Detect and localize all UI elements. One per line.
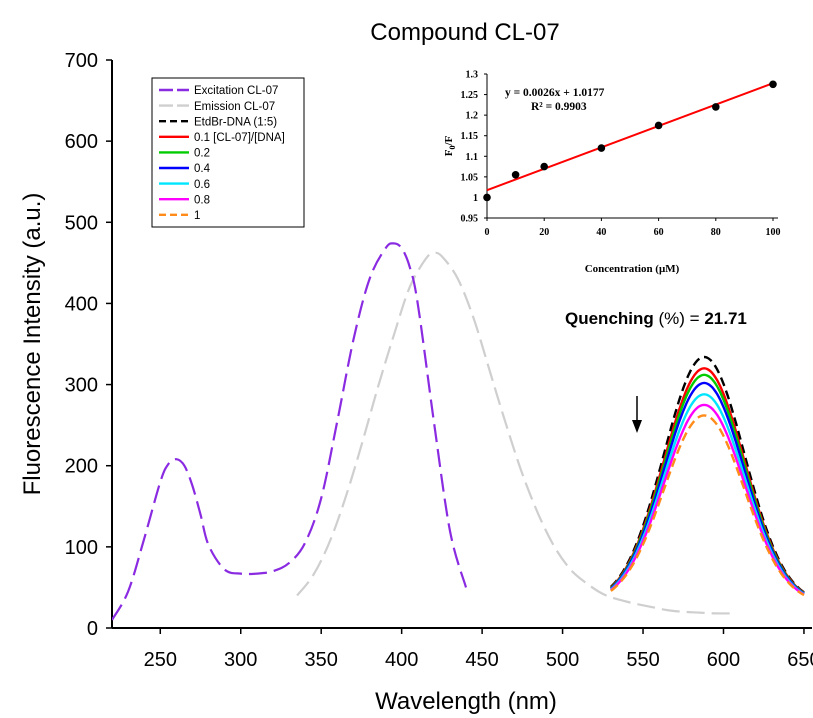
y-tick-label: 200 bbox=[65, 456, 98, 478]
inset-data-point bbox=[769, 80, 777, 89]
inset-y-tick-label: 0.95 bbox=[461, 214, 479, 225]
legend-label: 0.4 bbox=[194, 163, 211, 175]
legend-label: 0.6 bbox=[194, 179, 210, 191]
x-tick-label: 400 bbox=[385, 649, 418, 671]
inset-y-label-tail: /F bbox=[443, 135, 455, 146]
quenching-annotation: Quenching (%) = 21.71 bbox=[565, 309, 747, 328]
quenching-arrow bbox=[632, 396, 642, 433]
inset-data-point bbox=[511, 171, 520, 179]
inset-y-tick-label: 1.2 bbox=[466, 111, 479, 122]
inset-y-label-main: F bbox=[443, 149, 455, 156]
y-tick-label: 0 bbox=[87, 618, 98, 640]
legend: Excitation CL-07 Emission CL-07 EtdBr-DNA … bbox=[151, 77, 305, 228]
inset-y-tick-label: 1.05 bbox=[461, 172, 479, 183]
inset-y-tick-label: 1 bbox=[473, 193, 478, 204]
series-line-0 bbox=[112, 242, 468, 621]
inset-fit-line bbox=[486, 82, 774, 192]
y-axis-label: Fluorescence Intensity (a.u.) bbox=[19, 193, 46, 496]
inset-x-tick-label: 100 bbox=[766, 227, 781, 238]
inset-x-tick-label: 80 bbox=[711, 227, 721, 238]
inset-data-point bbox=[540, 162, 548, 171]
inset-x-axis-label: Concentration (μM) bbox=[585, 263, 680, 275]
inset-y-tick-label: 1.1 bbox=[466, 152, 479, 163]
x-tick-label: 550 bbox=[626, 649, 659, 671]
legend-label: 0.2 bbox=[194, 148, 210, 160]
y-tick-label: 600 bbox=[65, 131, 98, 153]
inset-y-tick-label: 1.3 bbox=[466, 70, 479, 81]
inset-x-tick-label: 40 bbox=[596, 227, 606, 238]
inset-y-label-sub: 0 bbox=[448, 146, 457, 150]
y-tick-label: 500 bbox=[65, 212, 98, 234]
legend-label: EtdBr-DNA (1:5) bbox=[194, 116, 277, 128]
x-tick-label: 450 bbox=[465, 649, 498, 671]
legend-label: 1 bbox=[194, 210, 200, 222]
series-line-1 bbox=[296, 251, 732, 615]
inset-equation: y = 0.0026x + 1.0177 bbox=[505, 87, 605, 99]
inset-chart: 0 20 40 60 80 100 0.9511.051.11.151.21.251.3 … bbox=[443, 70, 781, 276]
series-line-7 bbox=[610, 403, 805, 596]
series-layer bbox=[112, 242, 805, 621]
inset-x-tick-label: 20 bbox=[539, 227, 549, 238]
inset-data-point bbox=[654, 121, 663, 130]
y-tick-label: 100 bbox=[65, 537, 98, 559]
legend-label: 0.8 bbox=[194, 194, 210, 206]
inset-data-point bbox=[712, 103, 720, 111]
x-tick-label: 600 bbox=[707, 649, 740, 671]
y-tick-label: 300 bbox=[65, 375, 98, 397]
inset-y-tick-label: 1.15 bbox=[461, 131, 479, 142]
x-tick-label: 300 bbox=[224, 649, 257, 671]
x-axis-label: Wavelength (nm) bbox=[375, 688, 557, 715]
x-ticks: 250 300 350 400 450 500 550 600 650 bbox=[144, 628, 813, 671]
inset-y-axis-label: F0/F bbox=[443, 135, 457, 156]
main-axes bbox=[111, 60, 812, 629]
y-ticks: 0 100 200 300 400 500 600 700 bbox=[65, 50, 112, 640]
chart-title: Compound CL-07 bbox=[370, 19, 559, 46]
x-tick-label: 350 bbox=[305, 649, 338, 671]
inset-data-point bbox=[597, 144, 606, 152]
inset-x-tick-label: 0 bbox=[485, 227, 490, 238]
y-tick-label: 700 bbox=[65, 50, 98, 72]
inset-x-tick-label: 60 bbox=[654, 227, 664, 238]
inset-y-tick-label: 1.25 bbox=[461, 90, 479, 101]
inset-data-point bbox=[483, 193, 491, 202]
x-tick-label: 650 bbox=[787, 649, 813, 671]
x-tick-label: 500 bbox=[546, 649, 579, 671]
legend-label: Excitation CL-07 bbox=[194, 85, 278, 97]
quenching-unit: (%) = bbox=[654, 309, 705, 328]
legend-label: Emission CL-07 bbox=[194, 101, 275, 113]
series-line-8 bbox=[610, 414, 805, 597]
legend-label: 0.1 [CL-07]/[DNA] bbox=[194, 132, 285, 144]
x-tick-label: 250 bbox=[144, 649, 177, 671]
quenching-label: Quenching bbox=[565, 309, 654, 328]
y-tick-label: 400 bbox=[65, 293, 98, 315]
inset-r-squared: R² = 0.9903 bbox=[531, 101, 587, 113]
quenching-value: 21.71 bbox=[704, 309, 747, 328]
